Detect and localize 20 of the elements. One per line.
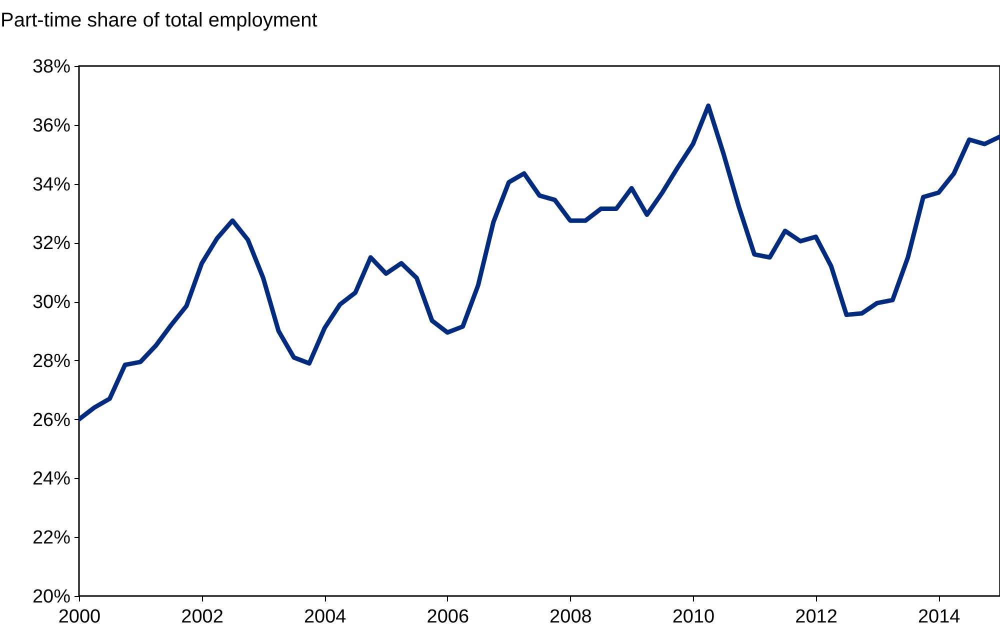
y-axis-title: Part-time share of total employment (0, 10, 318, 32)
y-tick-label: 36% (32, 115, 71, 136)
x-tick-label: 2014 (918, 606, 961, 628)
x-tick-label: 2002 (181, 606, 224, 628)
x-tick-label: 2004 (304, 606, 347, 628)
line-series (79, 104, 1000, 422)
x-tick-label: 2012 (795, 606, 838, 628)
x-tick-label: 2000 (58, 606, 101, 628)
y-tick-label: 32% (32, 233, 71, 254)
y-tick-label: 22% (32, 528, 71, 549)
y-tick-label: 24% (32, 468, 71, 490)
x-tick-label: 2010 (672, 606, 715, 628)
x-tick-label: 2006 (426, 606, 470, 628)
x-tick-label: 2008 (550, 606, 592, 628)
y-tick-label: 28% (32, 350, 71, 372)
y-tick-label: 26% (32, 410, 71, 431)
y-tick-label: 30% (32, 292, 71, 314)
y-tick-label: 38% (32, 56, 71, 78)
y-tick-label: 34% (32, 174, 71, 196)
y-tick-label: 20% (32, 586, 71, 608)
